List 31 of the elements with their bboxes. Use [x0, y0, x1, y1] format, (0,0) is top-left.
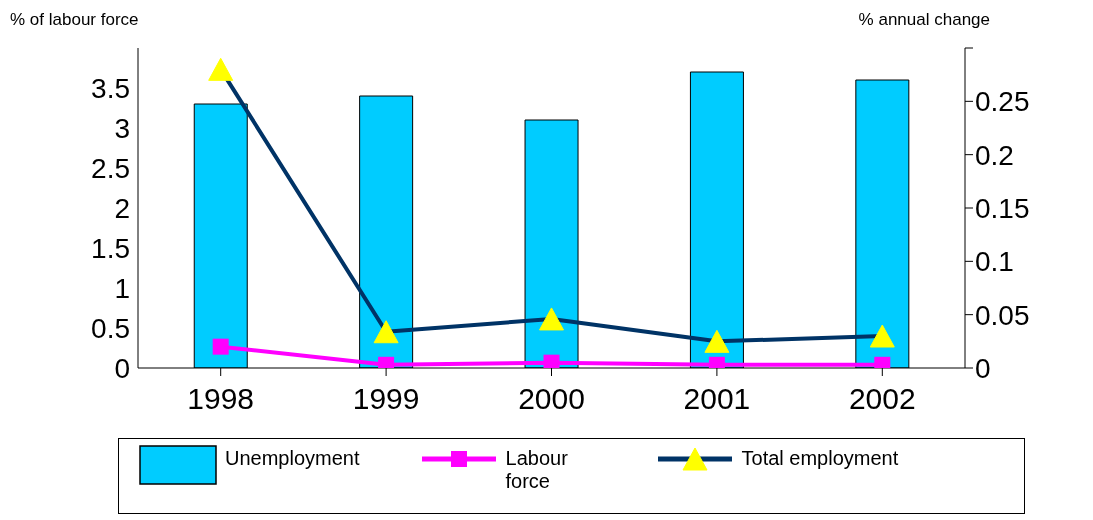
y2-tick-label: 0.25 [975, 86, 1030, 118]
y-tick-label: 3 [114, 112, 130, 144]
y-tick-label: 2 [114, 192, 130, 224]
x-tick-label: 2001 [683, 382, 751, 416]
point [543, 354, 560, 368]
x-tick-label: 2000 [518, 382, 585, 416]
y2-tick-label: 0.15 [975, 192, 1030, 224]
x-tick-label: 1998 [187, 382, 255, 416]
legend-label: Unemployment [225, 446, 360, 470]
point [869, 324, 895, 348]
y-tick-label: 1.5 [91, 232, 130, 264]
x-tick-label: 1999 [352, 382, 420, 416]
legend-label: Total employment [741, 446, 899, 470]
y-tick-label: 1 [114, 272, 130, 304]
point [373, 320, 399, 344]
y-axis-title: % of labour force [10, 10, 139, 30]
point [539, 307, 564, 331]
legend-label: Labour force [505, 446, 569, 493]
y-tick-label: 2.5 [91, 152, 130, 184]
y2-tick-label: 0.2 [975, 139, 1014, 171]
x-tick-label: 2002 [848, 382, 916, 416]
y2-tick-label: 0.1 [975, 246, 1014, 278]
y2-tick-label: 0 [975, 352, 991, 384]
y-tick-label: 0.5 [91, 312, 130, 344]
point [704, 329, 730, 353]
point [212, 338, 229, 355]
y-tick-label: 3.5 [91, 72, 130, 104]
y2-axis-title: % annual change [858, 10, 990, 30]
point [208, 57, 234, 81]
y2-tick-label: 0.05 [975, 299, 1030, 331]
y-tick-label: 0 [114, 352, 130, 384]
